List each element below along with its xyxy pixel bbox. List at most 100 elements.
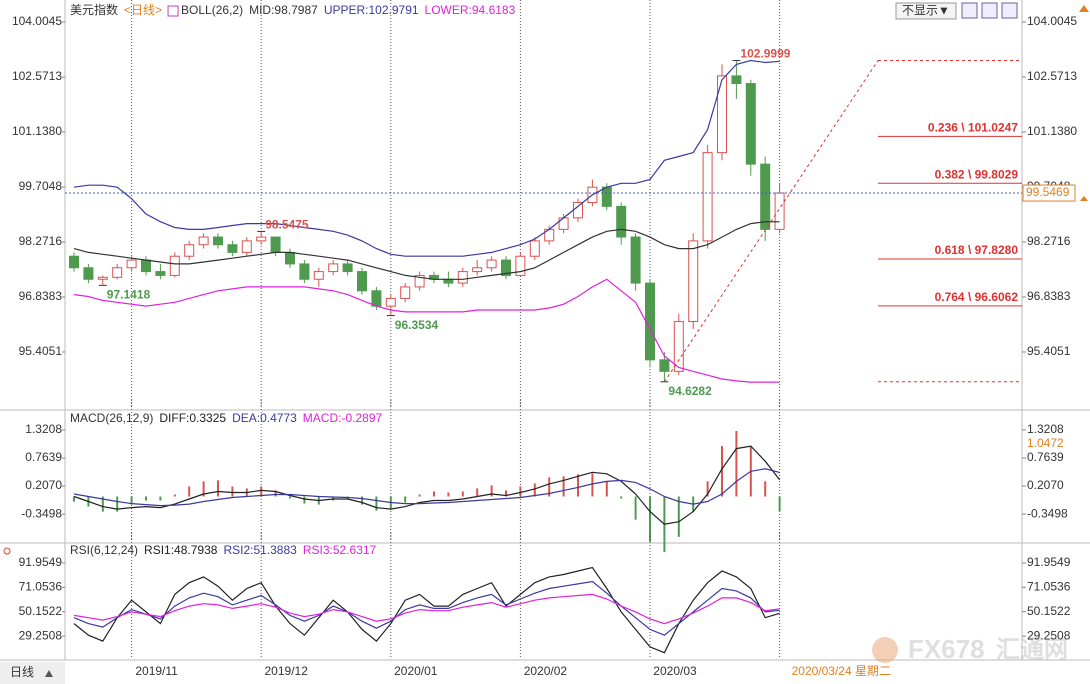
candle-body [558,217,569,230]
candle-body [169,255,180,276]
candle-body [400,286,411,299]
legend-label: <日线> [124,3,162,17]
bottom-tab[interactable] [0,662,65,684]
legend-label: RSI(6,12,24) [70,543,138,557]
candle-body [717,75,727,154]
y-tick-label: 50.1522 [19,604,63,618]
candle-body [141,259,151,273]
candle-body [529,240,540,257]
candle-body [112,267,123,278]
tool-icon[interactable] [961,2,978,19]
hide-button[interactable] [895,2,957,20]
hide-button-label[interactable]: 不显示▼ [902,4,950,18]
legend-label: RSI1:48.7938 [144,543,218,557]
candle-body [601,186,612,207]
watermark-text-cn: 汇通网 [996,636,1068,663]
candle-body [299,263,310,280]
candle-body [285,251,295,265]
y-tick-label: 99.7048 [19,179,63,193]
x-tick-label: 2019/11 [135,664,178,678]
candle-body [501,259,511,276]
candle-body [472,267,483,273]
candle-body [385,297,396,307]
candle-body [313,271,324,280]
legend-label: RSI2:51.3883 [223,543,297,557]
candle-body [414,274,425,288]
indicator-line [73,59,780,257]
candle-body [371,290,382,307]
y-tick-label: 101.1380 [12,124,62,138]
legend-label: MACD(26,12,9) [70,411,153,425]
annotation-label: 97.1418 [107,288,151,302]
candle-body [659,359,670,372]
watermark-logo [872,637,898,663]
price-arrow [1080,196,1088,201]
candle-body [673,320,684,372]
y-tick-label-right: 0.7639 [1027,450,1064,464]
tab-arrow[interactable] [45,670,53,677]
y-tick-label: 95.4051 [19,344,63,358]
candle-body [83,267,94,280]
indicator-icon [167,5,179,17]
y-tick-label-right: 71.0536 [1027,579,1071,593]
candle-body [486,259,497,269]
candle-body [213,236,223,246]
y-tick-label: 102.5713 [12,69,62,83]
candle-body [702,152,713,242]
y-tick-label-right: -0.3498 [1027,506,1068,520]
candle-body [357,271,367,292]
watermark-text: FX678 [908,634,985,664]
y-tick-label-right: 104.0045 [1027,14,1077,28]
y-tick-label: 1.3208 [25,422,62,436]
y-tick-label-right: 29.2508 [1027,628,1071,642]
y-tick-label-right: 50.1522 [1027,604,1071,618]
candle-body [97,276,108,280]
legend-label: 美元指数 [70,2,118,17]
y-tick-label-right: 91.9549 [1027,555,1071,569]
annotation-label: 102.9999 [740,47,790,61]
annotation-label: 96.3534 [395,318,439,332]
scroll-arrow[interactable] [1079,5,1089,12]
x-tick-label: 2019/12 [265,664,309,678]
tool-icon[interactable] [1001,2,1018,19]
indicator-line [73,468,780,507]
y-tick-label-right: 98.2716 [1027,234,1071,248]
candle-body [688,240,699,322]
candle-body [270,236,281,253]
candle-body [630,236,641,284]
candle-body [69,255,79,269]
indicator-line [73,580,780,636]
indicator-line [73,566,780,654]
y-tick-label: -0.3498 [21,506,62,520]
rsi-icon [3,547,11,555]
legend-label: LOWER:94.6183 [425,3,516,17]
candle-body [774,192,785,230]
watermark: FX678 汇通网 [872,634,1068,664]
toolbar: 不显示▼ [895,2,1089,201]
candle-body [745,83,756,165]
annotation-label: 98.5475 [265,218,309,232]
tool-icon[interactable] [981,2,998,19]
legend-label: MACD:-0.2897 [303,411,383,425]
candle-body [256,236,267,242]
frame [0,0,1090,661]
candle-body [155,271,166,276]
candle-body [241,240,252,253]
legend-label: DIFF:0.3325 [159,411,226,425]
current-value-label: 1.0472 [1027,436,1064,450]
indicator-line [73,445,781,525]
indicator-line [73,593,780,625]
candle-body [457,271,468,284]
candle-body [731,75,742,85]
fib-diagonal [663,60,879,383]
legend-label: RSI3:52.6317 [303,543,377,557]
fib-label: 0.236 \ 101.0247 [928,121,1018,135]
candle-body [227,244,238,253]
candle-body [515,255,526,276]
legend-label: DEA:0.4773 [232,411,297,425]
y-tick-label: 29.2508 [19,628,63,642]
fib-label: 0.764 \ 96.6062 [935,290,1019,304]
bottom-tab-label[interactable]: 日线 [10,665,34,679]
candle-body [616,205,627,238]
